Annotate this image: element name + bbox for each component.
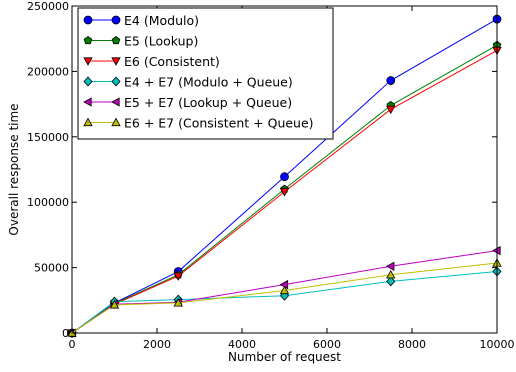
legend-entry: E4 + E7 (Modulo + Queue) xyxy=(83,75,293,90)
data-point xyxy=(279,188,290,197)
data-point xyxy=(386,276,396,287)
legend-marker xyxy=(83,15,93,25)
data-point xyxy=(173,298,183,307)
plot-frame xyxy=(71,5,498,334)
legend-marker xyxy=(111,36,121,45)
data-point xyxy=(279,285,290,295)
legend-label: E4 (Modulo) xyxy=(124,13,199,28)
legend-label: E6 (Consistent) xyxy=(124,54,220,69)
legend-label: E5 + E7 (Lookup + Queue) xyxy=(124,95,292,110)
legend-marker xyxy=(111,15,121,25)
x-tick-label: 6000 xyxy=(313,338,341,351)
data-point xyxy=(173,272,183,281)
data-point xyxy=(280,172,289,182)
data-point xyxy=(386,105,396,115)
legend-marker xyxy=(83,97,92,107)
data-point xyxy=(386,76,396,85)
legend-marker xyxy=(83,57,93,66)
series-4 xyxy=(67,266,502,338)
legend: E4 (Modulo) E5 (Lookup) E6 (Consistent) E4 … xyxy=(77,7,334,140)
y-tick-label: 150000 xyxy=(27,131,69,144)
x-tick-label: 8000 xyxy=(398,338,426,351)
x-tick-label: 2000 xyxy=(143,338,171,351)
axis-ticks: 0 2000 4000 6000 8000 10000050000100000150000… xyxy=(27,0,515,351)
legend-marker xyxy=(111,97,120,107)
legend-marker xyxy=(111,57,121,66)
legend-label: E5 (Lookup) xyxy=(124,34,198,49)
legend-marker xyxy=(111,117,121,127)
y-tick-label: 50000 xyxy=(34,262,69,275)
y-tick-label: 0 xyxy=(62,327,69,340)
x-tick-label: 10000 xyxy=(480,338,515,351)
legend-label: E4 + E7 (Modulo + Queue) xyxy=(124,75,293,90)
legend-entry: E4 (Modulo) xyxy=(83,13,199,28)
x-tick-label: 0 xyxy=(69,338,76,351)
legend-marker xyxy=(83,117,93,127)
legend-marker xyxy=(83,36,93,45)
y-tick-label: 200000 xyxy=(27,65,69,78)
data-point xyxy=(386,269,396,279)
legend-marker xyxy=(111,76,121,87)
series-line xyxy=(71,262,498,334)
legend-box xyxy=(77,7,334,140)
legend-marker xyxy=(83,76,93,87)
legend-entry: E6 (Consistent) xyxy=(83,54,220,69)
y-tick-label: 250000 xyxy=(27,0,69,13)
y-tick-label: 100000 xyxy=(27,196,69,209)
data-point xyxy=(109,300,120,309)
legend-label: E6 + E7 (Consistent + Queue) xyxy=(124,116,314,131)
y-axis-label: Overall response time xyxy=(7,103,21,235)
data-point xyxy=(385,261,395,271)
legend-entry: E6 + E7 (Consistent + Queue) xyxy=(83,116,314,131)
legend-entry: E5 + E7 (Lookup + Queue) xyxy=(83,95,292,110)
x-tick-label: 4000 xyxy=(228,338,256,351)
series-line xyxy=(71,271,498,334)
x-axis-label: Number of request xyxy=(228,350,341,364)
legend-entry: E5 (Lookup) xyxy=(83,34,198,49)
